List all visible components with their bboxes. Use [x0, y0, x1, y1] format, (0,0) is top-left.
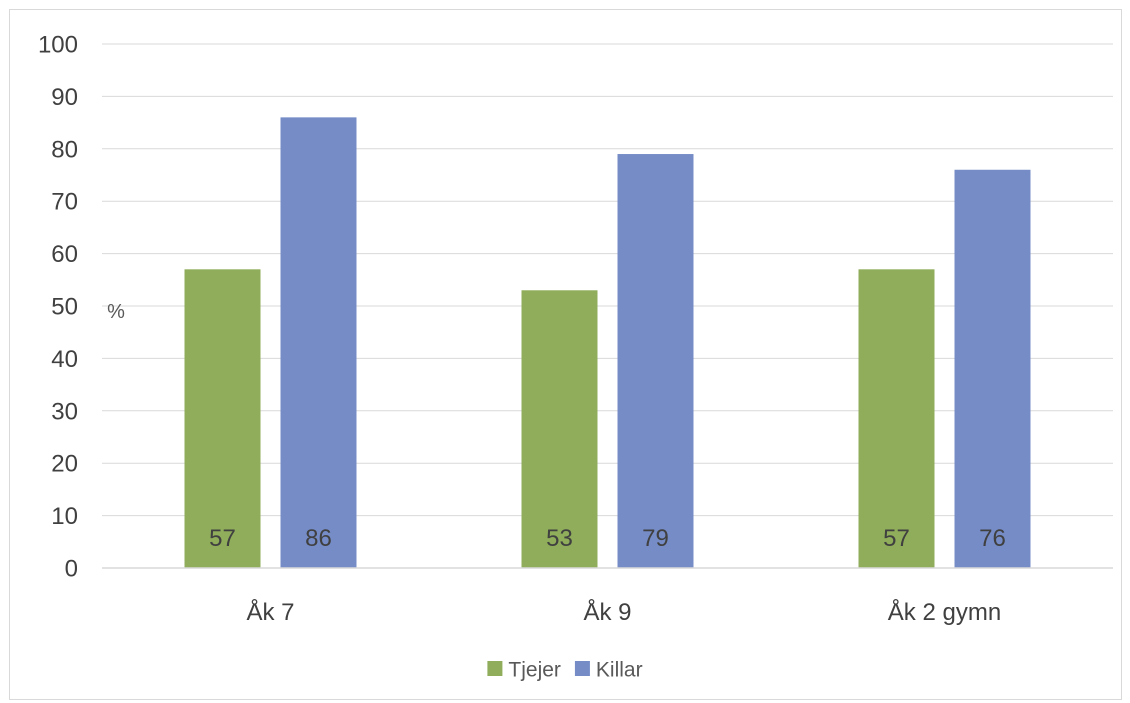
data-label-tjejer-0: 57	[209, 525, 236, 552]
y-tick-label-90: 90	[51, 84, 78, 111]
y-tick-label-0: 0	[65, 556, 78, 583]
bar-tjejer-0	[184, 269, 261, 568]
y-tick-label-10: 10	[51, 503, 78, 530]
y-axis-unit-label: %	[107, 301, 125, 323]
legend-label-killar: Killar	[596, 659, 643, 682]
gridlines	[102, 43, 1113, 517]
data-label-killar-1: 79	[642, 525, 669, 552]
x-category-label-2: Åk 2 gymn	[888, 598, 1001, 626]
data-label-killar-2: 76	[979, 525, 1006, 552]
y-tick-label-70: 70	[51, 189, 78, 216]
y-tick-label-60: 60	[51, 241, 78, 268]
bar-killar-0	[280, 117, 357, 569]
data-label-tjejer-1: 53	[546, 525, 573, 552]
y-tick-label-30: 30	[51, 398, 78, 425]
bars: 57 86 53 79 57 76	[184, 117, 1031, 569]
bar-tjejer-2	[858, 269, 935, 568]
y-axis-ticks: 0 10 20 30 40 50 60 70 80 90 100	[38, 32, 78, 583]
y-tick-label-40: 40	[51, 346, 78, 373]
y-tick-label-50: 50	[51, 294, 78, 321]
legend-swatch-tjejer	[487, 661, 503, 676]
bar-tjejer-1	[521, 290, 598, 568]
x-category-label-0: Åk 7	[246, 598, 294, 626]
y-tick-label-20: 20	[51, 451, 78, 478]
data-label-killar-0: 86	[305, 525, 332, 552]
legend-label-tjejer: Tjejer	[508, 659, 561, 682]
x-axis-categories: Åk 7 Åk 9 Åk 2 gymn	[246, 598, 1001, 626]
data-label-tjejer-2: 57	[883, 525, 910, 552]
x-category-label-1: Åk 9	[583, 598, 631, 626]
legend: Tjejer Killar	[487, 659, 643, 682]
y-tick-label-80: 80	[51, 136, 78, 163]
bar-killar-1	[617, 154, 694, 569]
legend-swatch-killar	[574, 661, 590, 676]
y-tick-label-100: 100	[38, 32, 78, 59]
bar-killar-2	[954, 169, 1031, 568]
